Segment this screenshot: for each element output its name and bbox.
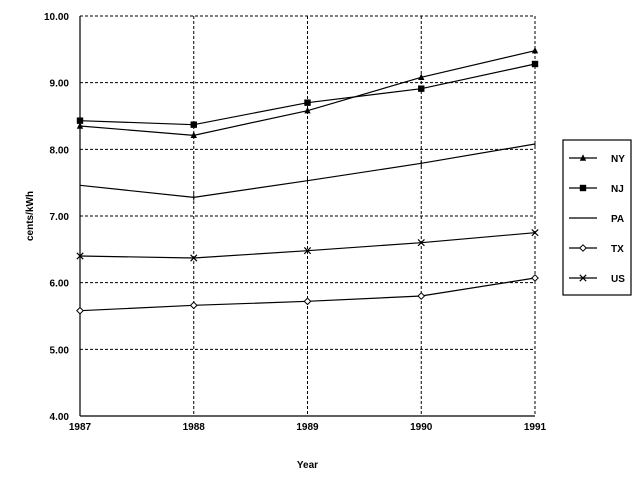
y-tick-label: 10.00 [44, 12, 69, 23]
y-tick-label: 4.00 [50, 412, 70, 423]
legend: NY NJ PA TX US [562, 139, 632, 296]
x-tick-label: 1989 [296, 422, 319, 433]
data-point-us [531, 229, 539, 237]
series-us [76, 229, 539, 262]
legend-marker-tx [579, 244, 587, 252]
legend-item-us: US [569, 274, 625, 285]
data-point-ny [76, 122, 84, 129]
data-point-us [190, 254, 198, 262]
data-point-nj [76, 117, 84, 124]
y-tick-label: 7.00 [50, 212, 70, 223]
legend-item-tx: TX [569, 244, 624, 255]
x-tick-label: 1987 [69, 422, 92, 433]
legend-marker-nj [579, 184, 587, 192]
y-tick-label: 8.00 [50, 145, 70, 156]
legend-label-tx: TX [611, 244, 624, 255]
data-point-ny [304, 106, 311, 114]
y-tick-label: 6.00 [50, 279, 70, 290]
data-point-ny [531, 46, 539, 54]
legend-item-ny: NY [569, 154, 625, 165]
x-axis-title: Year [297, 460, 318, 471]
axes: 4.00 5.00 6.00 7.00 8.00 9.00 10.00 1987 1988 198… [44, 12, 547, 433]
series-pa [79, 140, 536, 201]
legend-item-pa: PA [569, 214, 624, 225]
data-point-tx [189, 301, 198, 310]
series-nj [76, 60, 539, 128]
data-point-tx [417, 292, 426, 300]
legend-label-pa: PA [611, 214, 624, 225]
legend-label-nj: NJ [611, 184, 624, 195]
x-tick-label: 1988 [183, 422, 206, 433]
data-point-nj [418, 85, 425, 92]
legend-label-ny: NY [611, 154, 625, 165]
series-tx [76, 274, 539, 315]
legend-marker-ny [579, 154, 587, 161]
data-point-us [303, 247, 312, 255]
data-point-ny [418, 73, 425, 81]
legend-marker-us [579, 274, 587, 282]
data-point-tx [531, 274, 539, 282]
data-point-tx [76, 306, 84, 315]
x-tick-label: 1991 [524, 422, 547, 433]
series-group [76, 46, 539, 315]
y-tick-label: 9.00 [50, 79, 70, 90]
x-tick-label: 1990 [410, 422, 433, 433]
data-point-tx [303, 297, 312, 306]
data-point-nj [304, 99, 311, 106]
data-point-us [417, 239, 425, 247]
data-point-us [76, 252, 84, 260]
legend-label-us: US [611, 274, 625, 285]
y-tick-label: 5.00 [50, 345, 70, 356]
y-axis-title: cents/kWh [25, 191, 36, 241]
data-point-ny [190, 131, 197, 139]
series-ny [76, 46, 539, 139]
gridlines [80, 15, 536, 416]
data-point-nj [531, 60, 539, 68]
legend-item-nj: NJ [569, 184, 624, 195]
data-point-nj [190, 121, 197, 128]
